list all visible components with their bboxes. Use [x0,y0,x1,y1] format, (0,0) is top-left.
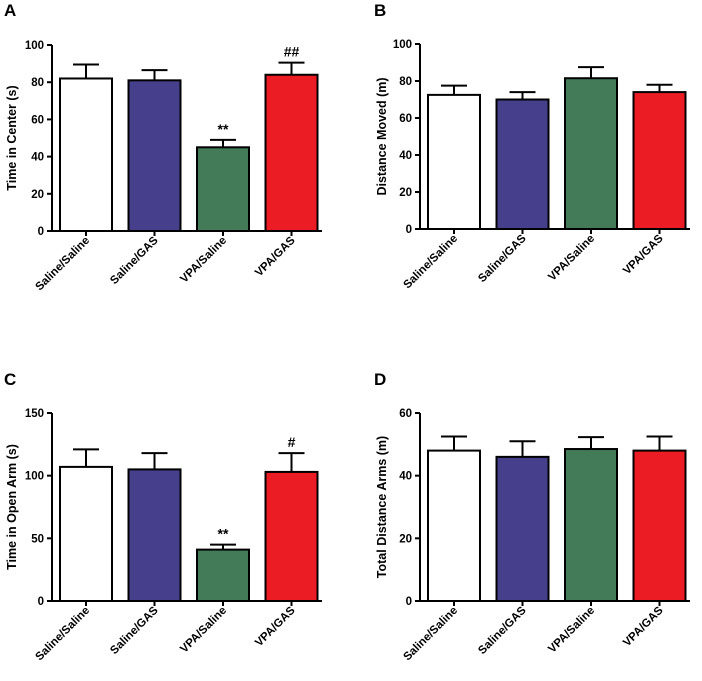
bar-vpa-saline [564,448,618,602]
x-category-label: VPA/GAS [253,604,298,649]
chart-panel-c: C 0 50 100 150 Time in Open Arm (s) Saline/Sal… [4,370,322,663]
x-category-label: VPA/GAS [253,234,298,279]
y-tick-label: 20 [31,189,44,201]
bar-saline-saline [59,77,113,233]
x-category-label: Saline/GAS [108,234,161,287]
y-tick-label: 60 [399,408,412,420]
y-tick-label: 0 [38,226,44,238]
chart-panel-b: B 0 20 40 60 80 100 Distance Moved (m) Saline/Sa… [374,1,690,291]
bar-saline-gas [495,98,550,230]
bar-saline-gas [127,468,182,602]
y-tick-label: 50 [31,533,44,545]
x-category-label: VPA/GAS [621,232,666,277]
y-tick-label: 80 [31,77,44,89]
x-category-label: VPA/Saline [546,605,597,656]
significance-marker: # [288,434,296,450]
y-tick-label: 40 [399,471,412,483]
x-category-label: Saline/GAS [476,604,529,657]
bar-vpa-gas [632,91,687,230]
y-tick-label: 100 [25,471,44,483]
y-tick-label: 100 [25,40,44,52]
y-tick-label: 100 [393,39,412,51]
bar-saline-saline [427,449,481,602]
x-category-label: VPA/Saline [178,605,229,656]
y-axis-title: Time in Center (s) [5,85,19,190]
panel-letter: C [4,370,16,389]
x-category-label: Saline/Saline [401,233,460,292]
bar-vpa-saline [196,146,250,232]
significance-marker: ** [218,526,229,542]
x-category-label: Saline/Saline [33,235,92,294]
y-axis-title: Time in Open Arm (s) [5,444,19,570]
y-tick-label: 150 [25,408,44,420]
y-tick-label: 80 [399,76,412,88]
y-tick-label: 20 [399,187,412,199]
x-category-label: VPA/Saline [546,233,597,284]
y-tick-label: 40 [399,150,412,162]
panel-letter: B [374,1,386,20]
y-tick-label: 0 [406,596,412,608]
bar-saline-gas [495,455,550,602]
significance-marker: ## [284,44,300,60]
y-tick-label: 40 [31,152,44,164]
bar-vpa-saline [196,548,250,603]
x-category-label: VPA/GAS [621,604,666,649]
chart-panel-a: A 0 20 40 60 80 100 Time in Center (s) Saline/Sa… [4,1,322,293]
bar-saline-saline [59,465,113,603]
x-category-label: Saline/Saline [401,605,460,664]
panel-letter: A [4,1,16,20]
y-tick-label: 0 [38,596,44,608]
bar-vpa-gas [264,470,319,603]
bar-vpa-gas [264,73,319,233]
bar-saline-gas [127,79,182,232]
chart-panel-d: D 0 20 40 60 Total Distance Arms (m) Saline/Sa… [374,370,690,663]
y-axis-title: Distance Moved (m) [375,77,389,195]
x-category-label: Saline/Saline [33,605,92,664]
bar-vpa-saline [564,77,618,230]
y-axis-title: Total Distance Arms (m) [375,436,389,578]
bar-saline-saline [427,93,481,230]
y-tick-label: 20 [399,533,412,545]
bar-vpa-gas [632,449,687,602]
significance-marker: ** [218,121,229,137]
x-category-label: VPA/Saline [178,235,229,286]
y-tick-label: 60 [399,113,412,125]
x-category-label: Saline/GAS [476,232,529,285]
panel-letter: D [374,370,386,389]
y-tick-label: 0 [406,224,412,236]
x-category-label: Saline/GAS [108,604,161,657]
y-tick-label: 60 [31,114,44,126]
